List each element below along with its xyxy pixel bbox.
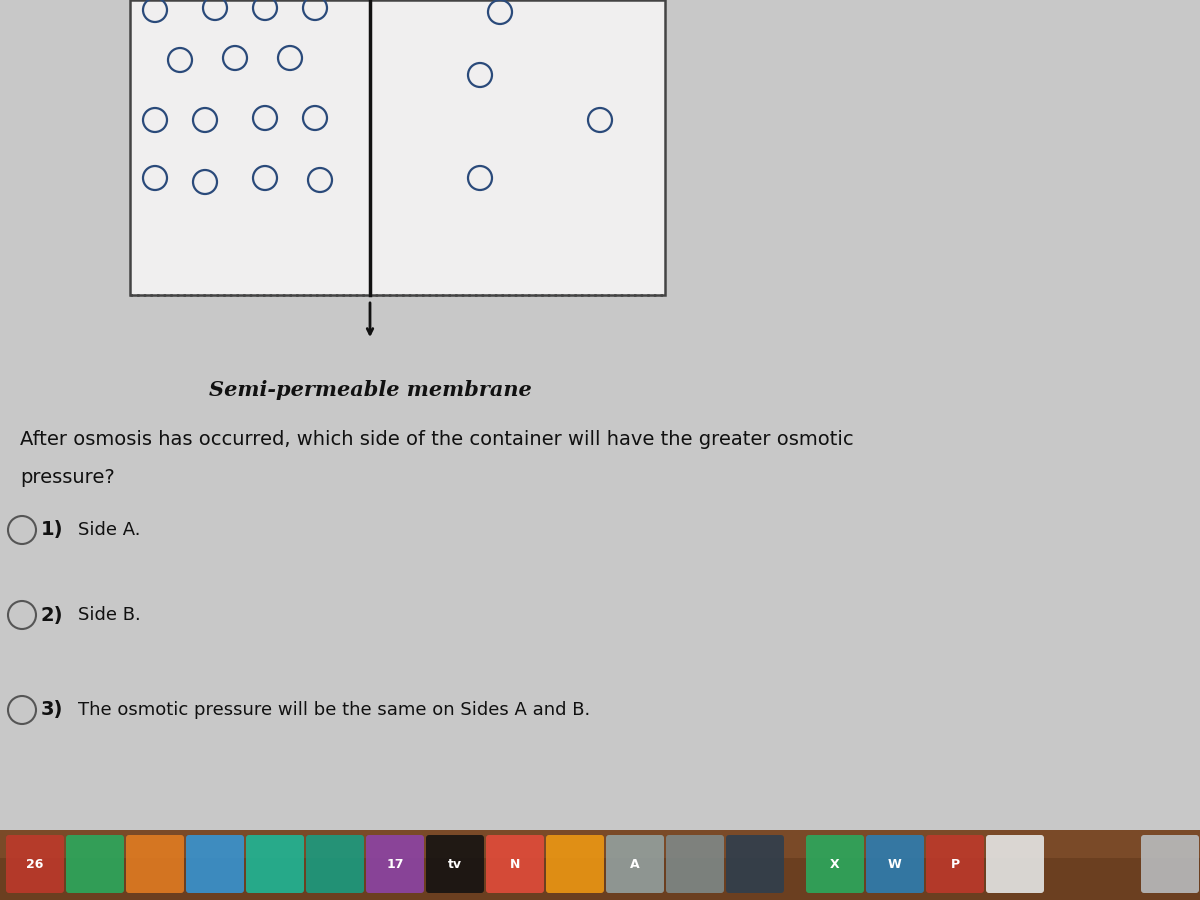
Text: A: A xyxy=(630,858,640,870)
Text: Side A.: Side A. xyxy=(78,521,140,539)
FancyBboxPatch shape xyxy=(926,835,984,893)
FancyBboxPatch shape xyxy=(126,835,184,893)
Text: 2): 2) xyxy=(41,606,64,625)
FancyBboxPatch shape xyxy=(486,835,544,893)
Bar xyxy=(130,0,665,295)
FancyBboxPatch shape xyxy=(806,835,864,893)
Text: The osmotic pressure will be the same on Sides A and B.: The osmotic pressure will be the same on… xyxy=(78,701,590,719)
FancyBboxPatch shape xyxy=(6,835,64,893)
Bar xyxy=(0,830,1200,858)
Text: P: P xyxy=(950,858,960,870)
Text: After osmosis has occurred, which side of the container will have the greater os: After osmosis has occurred, which side o… xyxy=(20,430,853,449)
FancyBboxPatch shape xyxy=(186,835,244,893)
Text: 3): 3) xyxy=(41,700,64,719)
FancyBboxPatch shape xyxy=(546,835,604,893)
Text: X: X xyxy=(830,858,840,870)
FancyBboxPatch shape xyxy=(426,835,484,893)
Text: Semi-permeable membrane: Semi-permeable membrane xyxy=(209,380,532,400)
Text: W: W xyxy=(888,858,902,870)
FancyBboxPatch shape xyxy=(306,835,364,893)
FancyBboxPatch shape xyxy=(66,835,124,893)
FancyBboxPatch shape xyxy=(1141,835,1199,893)
Text: Side B.: Side B. xyxy=(78,606,140,624)
Text: pressure?: pressure? xyxy=(20,468,115,487)
Bar xyxy=(0,830,1200,900)
Text: N: N xyxy=(510,858,520,870)
FancyBboxPatch shape xyxy=(366,835,424,893)
FancyBboxPatch shape xyxy=(986,835,1044,893)
Text: 1): 1) xyxy=(41,520,64,539)
FancyBboxPatch shape xyxy=(666,835,724,893)
Text: tv: tv xyxy=(448,858,462,870)
FancyBboxPatch shape xyxy=(246,835,304,893)
Text: 26: 26 xyxy=(26,858,43,870)
FancyBboxPatch shape xyxy=(866,835,924,893)
FancyBboxPatch shape xyxy=(606,835,664,893)
FancyBboxPatch shape xyxy=(726,835,784,893)
Text: 17: 17 xyxy=(386,858,403,870)
